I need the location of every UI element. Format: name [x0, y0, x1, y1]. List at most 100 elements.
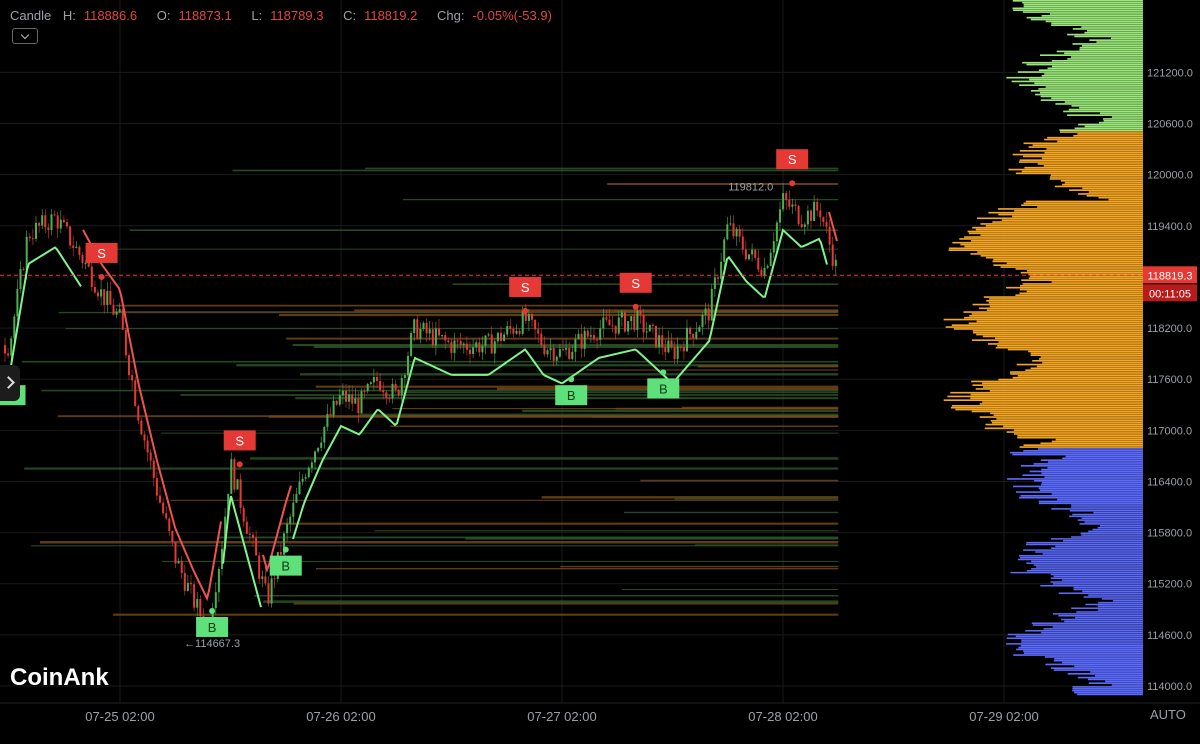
candle-body [171, 531, 174, 542]
y-tick-label: 115200.0 [1147, 579, 1192, 591]
candle [69, 225, 72, 250]
candle-body [577, 333, 580, 340]
candle [664, 339, 667, 360]
candle [177, 557, 180, 564]
candle [109, 281, 112, 305]
sell-signal: S [85, 242, 118, 280]
y-tick-label: 120000.0 [1147, 170, 1193, 182]
candle [100, 279, 103, 306]
candle [779, 201, 781, 230]
candle-body [441, 335, 444, 337]
candle-body [298, 481, 301, 494]
candle-body [320, 442, 323, 448]
candle-body [546, 350, 549, 355]
candle-body [605, 317, 608, 320]
candle-body [515, 330, 518, 334]
candle-body [459, 340, 462, 345]
candle-body [729, 223, 732, 225]
candle-body [642, 314, 645, 333]
candle-body [456, 340, 459, 342]
candle-body [22, 269, 25, 271]
signal-label: B [281, 559, 290, 574]
candle-body [193, 584, 196, 608]
trail-segment [5, 246, 82, 376]
candle [183, 565, 186, 596]
candle [335, 400, 338, 406]
candle [593, 327, 595, 343]
candle-body [146, 440, 149, 453]
candle [571, 344, 574, 361]
candle-body [741, 236, 744, 250]
candle-body [651, 324, 654, 326]
candle-body [465, 343, 468, 350]
candle [602, 308, 605, 338]
candle-body [673, 347, 676, 360]
candle-body [196, 599, 199, 608]
candle-body [134, 380, 137, 407]
candle [162, 498, 165, 516]
candle [806, 205, 809, 230]
candle-body [555, 356, 558, 361]
candle-body [475, 342, 478, 348]
candle [242, 505, 245, 527]
candle [465, 336, 468, 356]
candle [106, 282, 109, 313]
candle-body [593, 335, 595, 340]
candle [580, 324, 583, 358]
candle [81, 252, 84, 269]
candle [562, 339, 564, 351]
candle-body [825, 222, 828, 227]
candle-body [190, 582, 192, 585]
candle [289, 513, 292, 532]
candle [791, 198, 794, 214]
candle [159, 486, 161, 504]
candle-body [422, 322, 425, 329]
candle-body [469, 349, 471, 354]
candle [642, 308, 645, 343]
candle-body [447, 340, 450, 343]
candle [332, 395, 335, 419]
candle [825, 212, 828, 234]
candle-body [543, 345, 546, 355]
sidebar-toggle-button[interactable] [0, 365, 20, 401]
candle [689, 326, 692, 341]
candle [648, 324, 651, 332]
candle-body [363, 391, 366, 393]
candle [462, 341, 465, 354]
candle-body [630, 316, 633, 322]
candle-body [199, 599, 202, 617]
candle [186, 575, 189, 592]
signal-label: B [567, 388, 576, 403]
candle-body [66, 222, 68, 227]
candle [307, 466, 310, 479]
candle [155, 471, 158, 501]
candle [400, 375, 403, 402]
chart-type-label: Candle [10, 8, 52, 23]
candle [527, 309, 530, 331]
candle-body [568, 347, 571, 360]
x-tick-label: 07-26 02:00 [306, 709, 375, 724]
candle [549, 338, 552, 361]
auto-scale-button[interactable]: AUTO [1150, 707, 1186, 722]
grid-lines [0, 0, 1200, 704]
candle [676, 337, 679, 364]
y-tick-label: 121200.0 [1147, 67, 1193, 79]
close-label: C: [343, 8, 357, 23]
candle [459, 332, 462, 350]
candle [75, 241, 78, 249]
candle-body [782, 193, 785, 210]
candle-body [224, 516, 227, 549]
candle [28, 233, 31, 242]
candle-body [692, 334, 695, 339]
candle [490, 326, 493, 354]
collapse-legend-button[interactable] [12, 28, 38, 44]
candle [7, 347, 10, 359]
candle [394, 380, 397, 393]
y-tick-label: 114600.0 [1147, 630, 1192, 642]
candle [267, 576, 270, 607]
trail-segment [222, 495, 262, 608]
candle [620, 310, 623, 327]
candle [692, 333, 695, 347]
x-tick-label: 07-27 02:00 [527, 709, 596, 724]
